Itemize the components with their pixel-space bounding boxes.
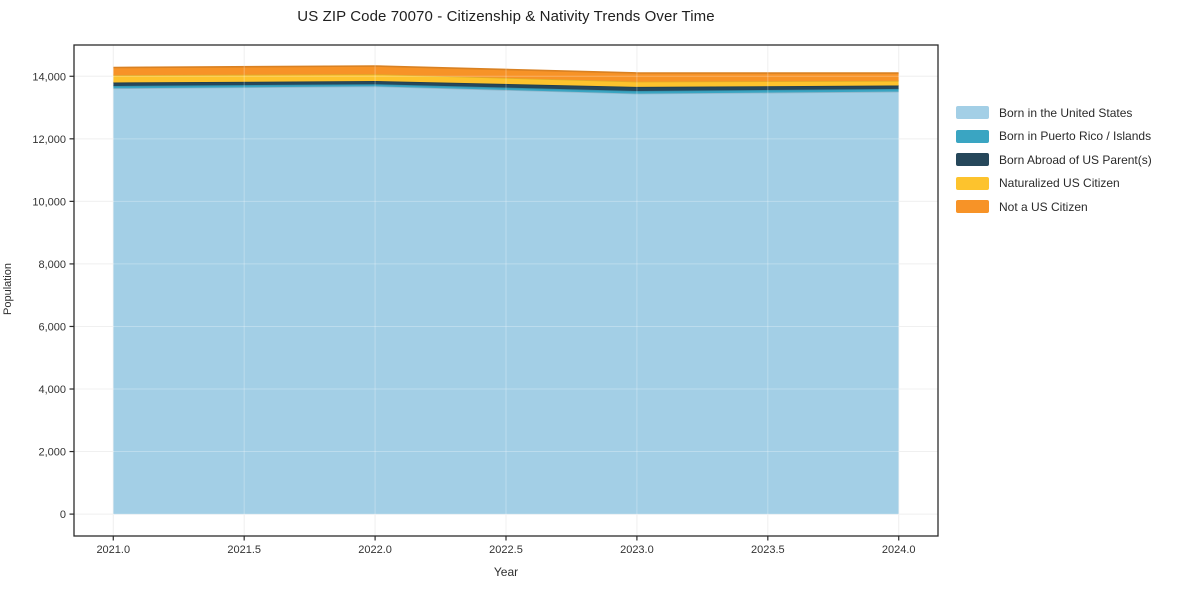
y-tick-label: 12,000	[32, 134, 66, 146]
legend-swatch-icon	[956, 176, 989, 190]
legend-swatch-icon	[956, 129, 989, 143]
chart-title: US ZIP Code 70070 - Citizenship & Nativi…	[297, 8, 715, 25]
legend-label: Born in Puerto Rico / Islands	[999, 129, 1152, 144]
y-tick-label: 2,000	[38, 447, 66, 459]
legend-item-not-a-us-citizen: Not a US Citizen	[956, 195, 1152, 219]
area-band-born-in-the-united-states	[113, 86, 899, 515]
x-tick-label: 2023.5	[751, 544, 785, 556]
y-tick-label: 8,000	[38, 259, 66, 271]
area-band-not-a-us-citizen	[113, 66, 899, 82]
y-tick-label: 0	[60, 509, 66, 521]
legend: Born in the United States Born in Puerto …	[956, 101, 1152, 219]
legend-swatch-icon	[956, 200, 989, 214]
x-tick-label: 2021.0	[96, 544, 130, 556]
legend-label: Not a US Citizen	[999, 199, 1088, 214]
y-tick-label: 4,000	[38, 384, 66, 396]
area-band-born-abroad-of-us-parent-s	[113, 81, 899, 91]
legend-swatch-icon	[956, 106, 989, 120]
y-tick-label: 10,000	[32, 196, 66, 208]
x-tick-label: 2023.0	[620, 544, 654, 556]
x-tick-label: 2021.5	[227, 544, 261, 556]
legend-item-born-in-puerto-rico-islands: Born in Puerto Rico / Islands	[956, 125, 1152, 149]
x-tick-label: 2024.0	[882, 544, 916, 556]
legend-label: Naturalized US Citizen	[999, 176, 1120, 191]
legend-label: Born in the United States	[999, 105, 1133, 120]
y-tick-label: 14,000	[32, 71, 66, 83]
legend-swatch-icon	[956, 153, 989, 167]
x-axis-label: Year	[493, 565, 519, 579]
x-tick-label: 2022.5	[489, 544, 523, 556]
area-edge-not-a-us-citizen	[113, 65, 899, 74]
x-tick-label: 2022.0	[358, 544, 392, 556]
legend-item-naturalized-us-citizen: Naturalized US Citizen	[956, 172, 1152, 196]
legend-item-born-in-the-united-states: Born in the United States	[956, 101, 1152, 125]
legend-label: Born Abroad of US Parent(s)	[999, 152, 1152, 167]
legend-item-born-abroad-of-us-parent-s: Born Abroad of US Parent(s)	[956, 148, 1152, 172]
y-tick-label: 6,000	[38, 321, 66, 333]
y-axis-label: Population	[2, 263, 14, 315]
area-band-naturalized-us-citizen	[113, 74, 899, 87]
